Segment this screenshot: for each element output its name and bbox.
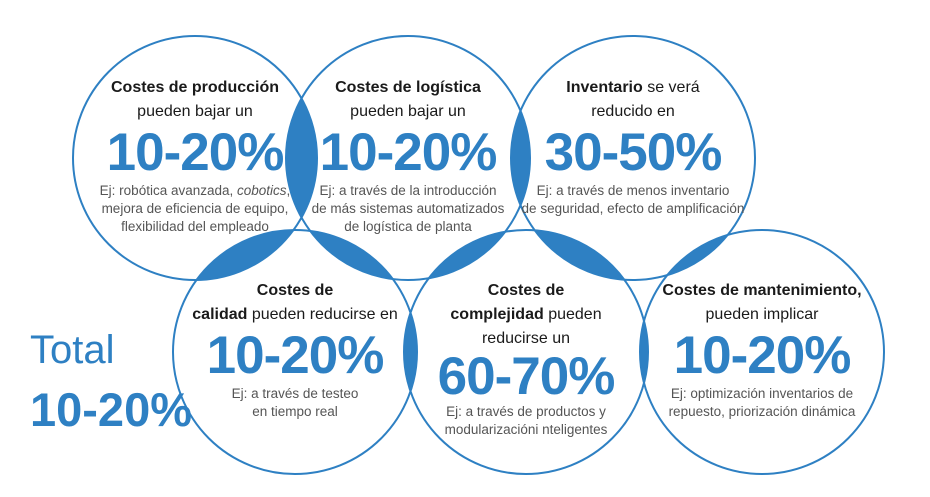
value-calidad: 10-20% [206, 326, 385, 385]
text-inventario: Inventario se verá reducido en 30-50% Ej… [513, 76, 753, 218]
value-complejidad: 60-70% [437, 347, 616, 406]
circle-complejidad [403, 229, 649, 475]
value-produccion: 10-20% [106, 123, 285, 182]
value-inventario: 30-50% [544, 123, 723, 182]
text-produccion: Costes de producción pueden bajar un 10-… [75, 76, 315, 236]
circle-mantenimiento [639, 229, 885, 475]
circle-produccion [72, 35, 318, 281]
text-logistica: Costes de logística pueden bajar un 10-2… [288, 76, 528, 236]
total-value: 10-20% [30, 383, 192, 436]
total-label: Total [30, 328, 115, 372]
value-logistica: 10-20% [319, 123, 498, 182]
circle-inventario [510, 35, 756, 281]
text-complejidad: Costes de complejidad pueden reducirse u… [406, 279, 646, 439]
text-calidad: Costes de calidad pueden reducirse en 10… [175, 279, 415, 421]
total-summary: Total 10-20% [30, 326, 192, 438]
circle-logistica [285, 35, 531, 281]
value-mantenimiento: 10-20% [673, 326, 852, 385]
text-mantenimiento: Costes de mantenimiento, pueden implicar… [642, 279, 882, 421]
circle-calidad [172, 229, 418, 475]
